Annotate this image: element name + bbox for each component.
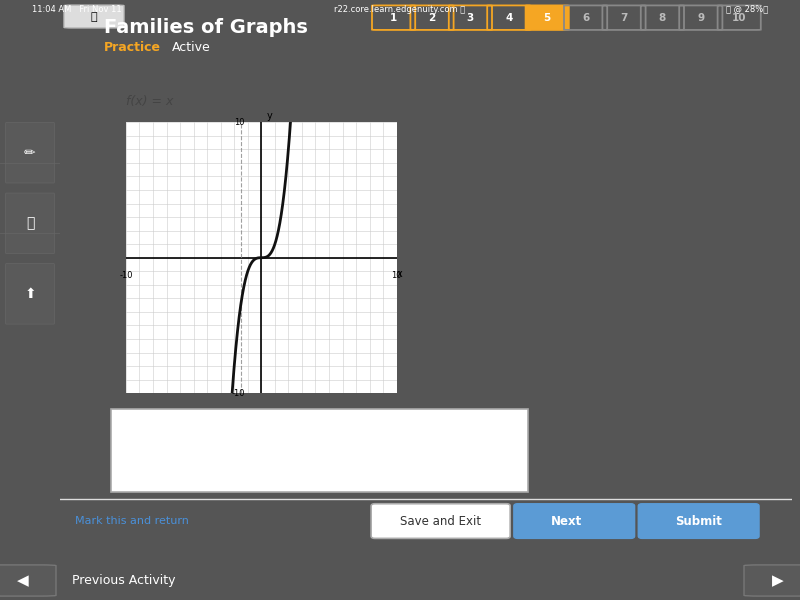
Text: 6: 6 (582, 13, 590, 23)
Text: -10: -10 (231, 389, 245, 398)
Text: 2: 2 (428, 13, 436, 23)
FancyBboxPatch shape (111, 409, 529, 492)
Text: Active: Active (172, 41, 210, 54)
Polygon shape (620, 511, 633, 532)
Text: 10: 10 (732, 13, 746, 23)
Text: 4: 4 (505, 13, 513, 23)
FancyBboxPatch shape (638, 504, 759, 538)
Text: r22.core.learn.edgenuity.com 🔒: r22.core.learn.edgenuity.com 🔒 (334, 5, 466, 14)
Text: 9: 9 (698, 13, 704, 23)
Text: 🧮: 🧮 (26, 217, 34, 230)
FancyBboxPatch shape (6, 263, 54, 324)
Text: ◀: ◀ (17, 573, 28, 588)
Text: 10: 10 (391, 271, 402, 280)
Text: 5: 5 (543, 13, 551, 23)
Text: 🔒: 🔒 (90, 11, 97, 22)
Text: Families of Graphs: Families of Graphs (104, 18, 308, 37)
Text: 10: 10 (234, 118, 245, 127)
Text: -10: -10 (119, 271, 133, 280)
FancyBboxPatch shape (6, 122, 54, 183)
Text: Submit: Submit (675, 515, 722, 527)
Text: ▶: ▶ (772, 573, 783, 588)
Text: Save and Exit: Save and Exit (400, 515, 482, 527)
Text: 11:04 AM   Fri Nov 11: 11:04 AM Fri Nov 11 (32, 5, 122, 14)
Text: f(x) = x: f(x) = x (126, 95, 174, 108)
Text: 7: 7 (620, 13, 628, 23)
Text: ⬆: ⬆ (24, 287, 36, 301)
Text: x: x (397, 269, 402, 279)
Text: Mark this and return: Mark this and return (74, 516, 189, 526)
Text: Next: Next (551, 515, 582, 527)
FancyBboxPatch shape (526, 5, 569, 30)
FancyBboxPatch shape (64, 5, 124, 28)
Text: Practice: Practice (104, 41, 161, 54)
Text: y: y (266, 110, 272, 121)
Text: 8: 8 (658, 13, 666, 23)
Text: 3: 3 (466, 13, 474, 23)
Text: Previous Activity: Previous Activity (72, 574, 175, 587)
Text: 1: 1 (390, 13, 398, 23)
FancyBboxPatch shape (371, 504, 510, 538)
FancyBboxPatch shape (744, 565, 800, 596)
FancyBboxPatch shape (0, 565, 56, 596)
Text: 📶 @ 28%🔋: 📶 @ 28%🔋 (726, 5, 768, 14)
Text: ✏️: ✏️ (24, 146, 36, 160)
FancyBboxPatch shape (6, 193, 54, 254)
FancyBboxPatch shape (514, 504, 634, 538)
